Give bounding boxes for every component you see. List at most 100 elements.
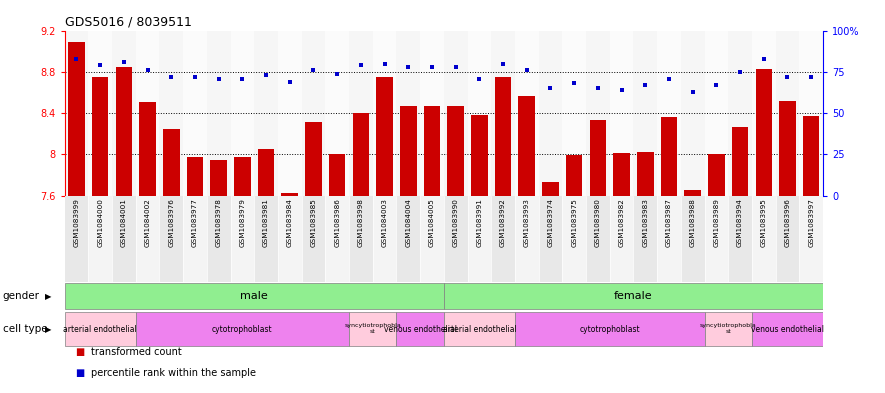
Bar [704,31,728,196]
Text: GSM1083978: GSM1083978 [216,198,221,247]
Bar [779,101,796,196]
Text: arterial endothelial: arterial endothelial [442,325,516,334]
Text: GSM1083998: GSM1083998 [358,198,364,247]
Point [638,82,652,88]
Bar [495,77,512,196]
Point [259,72,273,78]
Bar [396,31,420,196]
Point [165,74,179,80]
Bar [424,106,440,196]
Bar [799,196,823,282]
Point [686,88,700,95]
Point [141,67,155,73]
Bar [278,196,302,282]
Bar [752,196,775,282]
Text: GSM1083985: GSM1083985 [311,198,317,247]
Text: GSM1083990: GSM1083990 [453,198,458,247]
Bar [519,95,535,196]
Text: cytotrophoblast: cytotrophoblast [212,325,273,334]
Text: ▶: ▶ [45,292,51,301]
Point [591,85,605,92]
Point [733,69,747,75]
Text: GSM1083974: GSM1083974 [548,198,553,247]
Bar [586,196,610,282]
Bar [159,31,183,196]
Bar [586,31,610,196]
Bar [135,31,159,196]
Text: GSM1083975: GSM1083975 [571,198,577,247]
Point [282,79,296,85]
Bar [444,283,823,309]
Text: GSM1083976: GSM1083976 [168,198,174,247]
Bar [352,113,369,196]
Bar [159,196,183,282]
Text: GSM1083992: GSM1083992 [500,198,506,247]
Point [117,59,131,65]
Bar [684,189,701,196]
Bar [634,31,658,196]
Bar [326,31,349,196]
Text: female: female [614,291,653,301]
Text: GSM1084005: GSM1084005 [429,198,435,247]
Text: GSM1083979: GSM1083979 [239,198,245,247]
Bar [658,196,681,282]
Point [757,55,771,62]
Text: percentile rank within the sample: percentile rank within the sample [91,368,256,378]
Bar [515,196,539,282]
Bar [234,156,250,196]
Point [306,67,320,73]
Bar [211,160,227,196]
Bar [65,283,444,309]
Point [614,87,628,93]
Bar [420,31,444,196]
Point [378,61,392,67]
Bar [88,31,112,196]
Bar [491,196,515,282]
Bar [637,152,654,196]
Bar [278,31,302,196]
Bar [349,31,373,196]
Bar [634,196,658,282]
Bar [515,312,704,346]
Text: GSM1083988: GSM1083988 [689,198,696,247]
Point [425,64,439,70]
Text: venous endothelial: venous endothelial [383,325,457,334]
Bar [658,31,681,196]
Bar [613,153,630,196]
Bar [65,31,88,196]
Text: gender: gender [3,291,40,301]
Bar [88,196,112,282]
Text: male: male [241,291,268,301]
Bar [515,31,539,196]
Bar [116,67,132,196]
Bar [728,196,752,282]
Bar [400,106,417,196]
Text: cytotrophoblast: cytotrophoblast [580,325,640,334]
Bar [444,31,467,196]
Text: GSM1083989: GSM1083989 [713,198,720,247]
Point [804,74,819,80]
Bar [589,120,606,196]
Bar [775,196,799,282]
Text: GSM1083984: GSM1083984 [287,198,293,247]
Text: syncytiotrophobla
st: syncytiotrophobla st [344,323,401,334]
Text: GSM1083997: GSM1083997 [808,198,814,247]
Point [354,62,368,68]
Point [330,70,344,77]
Point [188,74,202,80]
Point [449,64,463,70]
Bar [756,69,772,196]
Text: GDS5016 / 8039511: GDS5016 / 8039511 [65,16,191,29]
Text: GSM1083994: GSM1083994 [737,198,743,247]
Text: GSM1083977: GSM1083977 [192,198,198,247]
Bar [732,127,749,196]
Point [662,75,676,82]
Bar [135,312,349,346]
Bar [610,31,634,196]
Bar [539,196,562,282]
Text: syncytiotrophobla
st: syncytiotrophobla st [700,323,757,334]
Bar [799,31,823,196]
Bar [65,312,135,346]
Bar [112,196,135,282]
Text: ■: ■ [75,368,84,378]
